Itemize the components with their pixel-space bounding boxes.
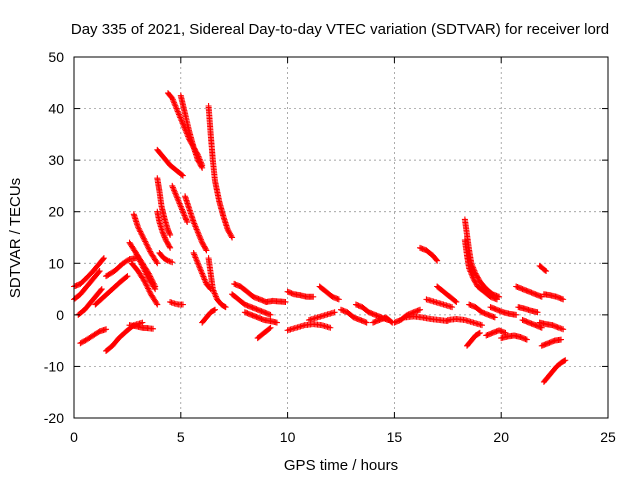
- series-track-58: [540, 357, 569, 385]
- axis-ticks: 0 5 10 15 20 25 -20 -10 0 10 20 30 40 50: [44, 49, 616, 445]
- x-tick-label: 15: [387, 429, 403, 445]
- series-track-49: [487, 304, 520, 318]
- plot-frame: [73, 56, 609, 419]
- x-axis-label: GPS time / hours: [284, 457, 398, 474]
- series-track-12: [132, 249, 159, 290]
- series-track-32: [284, 321, 334, 334]
- series-track-07: [92, 273, 131, 308]
- y-tick-label: 0: [56, 307, 64, 323]
- series-track-37: [370, 314, 396, 326]
- series-track-41: [423, 296, 456, 311]
- x-tick-label: 0: [70, 429, 78, 445]
- y-axis-label: SDTVAR / TECUs: [7, 178, 24, 298]
- series-track-40: [417, 244, 441, 264]
- x-tick-label: 10: [280, 429, 296, 445]
- series-track-08: [103, 255, 139, 280]
- y-tick-label: 20: [48, 204, 64, 220]
- series-track-21: [190, 249, 214, 293]
- series-track-15: [156, 249, 176, 266]
- y-tick-label: 40: [48, 101, 64, 117]
- series-track-19: [169, 182, 191, 226]
- y-tick-label: 50: [48, 49, 64, 65]
- series-track-33: [305, 309, 338, 324]
- series-track-24: [199, 306, 218, 326]
- y-tick-label: -20: [44, 410, 64, 426]
- series-track-51: [513, 283, 545, 300]
- series-track-45: [461, 237, 500, 303]
- x-tick-label: 25: [600, 429, 616, 445]
- series-track-46: [464, 329, 483, 349]
- x-tick-label: 20: [493, 429, 509, 445]
- y-tick-label: 10: [48, 255, 64, 271]
- series-track-18: [177, 92, 206, 171]
- series-track-22: [205, 102, 236, 241]
- series-track-50: [498, 332, 530, 343]
- series-track-06: [126, 322, 157, 332]
- series-track-57: [538, 336, 565, 349]
- series-track-14: [154, 208, 174, 251]
- series-track-39: [402, 313, 451, 325]
- series-track-26: [231, 280, 270, 305]
- series-track-48: [483, 327, 509, 339]
- series-track-29: [254, 324, 274, 342]
- series-track-23: [205, 255, 229, 311]
- series-track-25: [167, 298, 186, 308]
- grid: [74, 57, 608, 418]
- series-track-09: [130, 211, 161, 267]
- series-track-54: [536, 262, 550, 275]
- series-track-35: [338, 306, 370, 326]
- series-track-47: [466, 301, 498, 321]
- series-track-34: [316, 283, 342, 303]
- series-track-55: [540, 291, 567, 303]
- series-track-28: [241, 309, 280, 326]
- series-track-56: [536, 319, 567, 333]
- y-tick-label: 30: [48, 152, 64, 168]
- series-track-27: [229, 291, 274, 318]
- series-track-11: [128, 260, 161, 308]
- series-track-42: [434, 283, 460, 305]
- series-track-13: [154, 175, 174, 238]
- series-track-20: [182, 193, 210, 254]
- series-track-31: [284, 288, 317, 300]
- series-track-43: [444, 315, 485, 329]
- chart-title: Day 335 of 2021, Sidereal Day-to-day VTE…: [71, 21, 609, 38]
- y-tick-label: -10: [44, 358, 64, 374]
- x-tick-label: 5: [177, 429, 185, 445]
- series-track-16: [154, 146, 186, 179]
- series-track-52: [515, 304, 541, 316]
- series-track-04: [77, 326, 110, 347]
- data-points: [71, 90, 569, 385]
- series-track-53: [519, 317, 545, 331]
- series-track-30: [263, 297, 289, 305]
